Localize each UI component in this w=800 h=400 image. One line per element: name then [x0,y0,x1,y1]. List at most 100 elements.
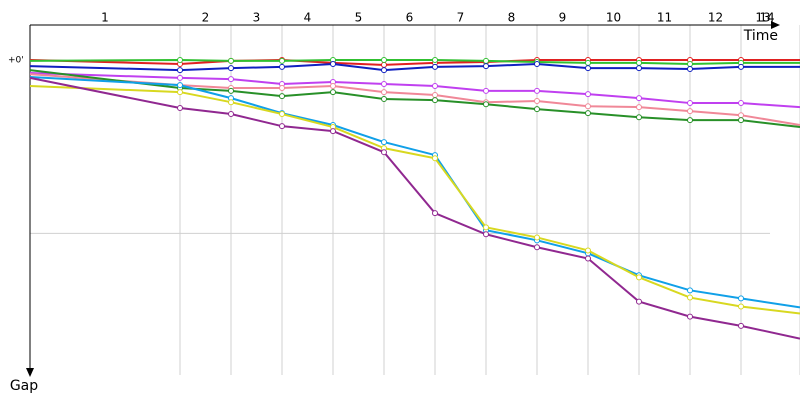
series-line [29,76,800,340]
x-tick-label: 9 [559,11,567,25]
point [585,110,591,117]
x-tick-label: 8 [508,11,516,25]
point [228,111,234,118]
point [738,117,744,124]
x-axis-title: Time [743,28,778,44]
point [738,295,744,302]
point [228,99,234,106]
point [585,91,591,98]
series [29,85,800,315]
y-axis-arrow [26,368,34,377]
point [738,100,744,107]
point [279,63,285,70]
point [381,96,387,103]
point [228,87,234,94]
x-tick-label: 1 [101,11,109,25]
series [29,57,800,68]
point [738,63,744,70]
point [228,65,234,72]
series-line [29,69,800,129]
point [585,65,591,72]
point [585,103,591,110]
point [381,89,387,96]
point [534,61,540,68]
point [330,83,336,90]
x-axis-arrow [771,21,780,29]
point [279,123,285,130]
point [483,231,489,238]
point [483,63,489,70]
point [585,255,591,262]
point [687,61,693,68]
point [177,104,183,111]
point [381,80,387,87]
series-line [29,72,800,109]
x-tick-label: 3 [253,11,261,25]
point [177,67,183,74]
x-tick-label: 11 [657,11,672,25]
series-line [29,63,800,72]
series [29,76,800,340]
point [432,57,438,63]
point [738,322,744,329]
point [432,83,438,90]
series [29,61,800,74]
point [636,298,642,305]
x-tick-label: 14 [759,11,774,25]
x-tick-label: 4 [304,11,312,25]
point [534,234,540,241]
point [636,104,642,111]
point [687,313,693,320]
point [432,155,438,162]
point [636,95,642,102]
series-line [29,85,800,315]
series-line [29,73,800,127]
x-tick-label: 2 [202,11,210,25]
y-axis-title: Gap [10,378,38,394]
point [228,57,234,64]
point [177,57,183,63]
series-line [29,58,800,66]
x-tick-label: 7 [457,11,465,25]
point [636,114,642,121]
point [687,117,693,124]
point [687,108,693,115]
point [432,97,438,104]
point [534,87,540,94]
point [177,82,183,89]
point [738,303,744,310]
point [687,294,693,301]
point [483,224,489,231]
series [29,57,800,68]
point [483,101,489,108]
point [483,57,489,64]
series [29,72,800,109]
point [279,111,285,118]
point [381,57,387,63]
point [687,287,693,294]
x-tick-label: 10 [606,11,621,25]
point [534,244,540,251]
point [279,93,285,100]
point [585,247,591,254]
x-tick-label: 12 [708,11,723,25]
point [585,59,591,66]
x-tick-label: 6 [406,11,414,25]
point [534,98,540,105]
point [534,106,540,113]
point [687,65,693,72]
point [279,85,285,92]
point [738,112,744,119]
point [636,274,642,281]
point [432,91,438,98]
x-tick-label: 13 [755,11,770,25]
y-tick-label: +0' [8,56,24,66]
point [636,65,642,72]
point [177,89,183,96]
point [330,89,336,96]
point [483,87,489,94]
point [432,63,438,70]
point [177,74,183,81]
point [636,59,642,66]
point [330,61,336,68]
